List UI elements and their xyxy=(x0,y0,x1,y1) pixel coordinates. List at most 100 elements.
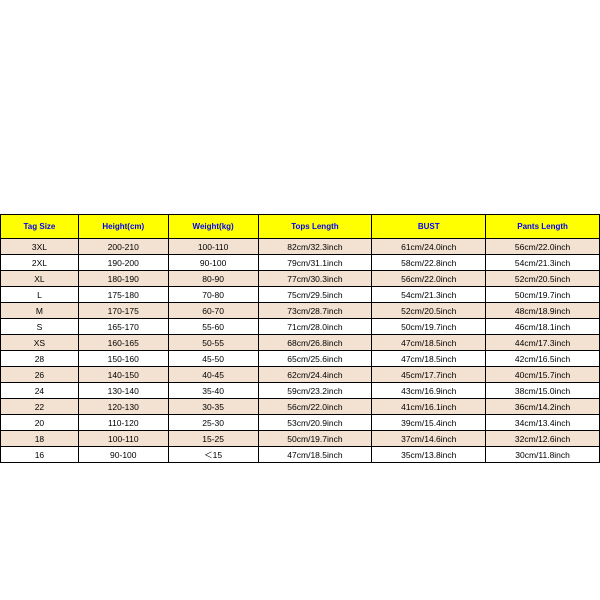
table-row: 1690-100＜1547cm/18.5inch35cm/13.8inch30c… xyxy=(1,447,600,463)
col-tops-length: Tops Length xyxy=(258,215,372,239)
cell: 22 xyxy=(1,399,79,415)
table-row: 28150-16045-5065cm/25.6inch47cm/18.5inch… xyxy=(1,351,600,367)
cell: 90-100 xyxy=(168,255,258,271)
cell: 30cm/11.8inch xyxy=(486,447,600,463)
size-chart-container: Tag Size Height(cm) Weight(kg) Tops Leng… xyxy=(0,214,600,463)
col-tag-size: Tag Size xyxy=(1,215,79,239)
cell: 56cm/22.0inch xyxy=(258,399,372,415)
cell: 25-30 xyxy=(168,415,258,431)
cell: 71cm/28.0inch xyxy=(258,319,372,335)
cell: 15-25 xyxy=(168,431,258,447)
cell: 34cm/13.4inch xyxy=(486,415,600,431)
cell: 38cm/15.0inch xyxy=(486,383,600,399)
cell: 30-35 xyxy=(168,399,258,415)
cell: 16 xyxy=(1,447,79,463)
cell: L xyxy=(1,287,79,303)
cell: 35cm/13.8inch xyxy=(372,447,486,463)
header-row: Tag Size Height(cm) Weight(kg) Tops Leng… xyxy=(1,215,600,239)
cell: 2XL xyxy=(1,255,79,271)
table-row: 20110-12025-3053cm/20.9inch39cm/15.4inch… xyxy=(1,415,600,431)
cell: 26 xyxy=(1,367,79,383)
cell: 150-160 xyxy=(78,351,168,367)
cell: 52cm/20.5inch xyxy=(486,271,600,287)
cell: 59cm/23.2inch xyxy=(258,383,372,399)
col-bust: BUST xyxy=(372,215,486,239)
table-row: L175-18070-8075cm/29.5inch54cm/21.3inch5… xyxy=(1,287,600,303)
table-row: 2XL190-20090-10079cm/31.1inch58cm/22.8in… xyxy=(1,255,600,271)
cell: 3XL xyxy=(1,239,79,255)
cell: 70-80 xyxy=(168,287,258,303)
cell: 52cm/20.5inch xyxy=(372,303,486,319)
cell: 50-55 xyxy=(168,335,258,351)
cell: 50cm/19.7inch xyxy=(372,319,486,335)
cell: 36cm/14.2inch xyxy=(486,399,600,415)
cell: 47cm/18.5inch xyxy=(372,351,486,367)
cell: 62cm/24.4inch xyxy=(258,367,372,383)
table-row: M170-17560-7073cm/28.7inch52cm/20.5inch4… xyxy=(1,303,600,319)
cell: 48cm/18.9inch xyxy=(486,303,600,319)
table-row: XL180-19080-9077cm/30.3inch56cm/22.0inch… xyxy=(1,271,600,287)
cell: 28 xyxy=(1,351,79,367)
cell: M xyxy=(1,303,79,319)
cell: 47cm/18.5inch xyxy=(258,447,372,463)
cell: 45-50 xyxy=(168,351,258,367)
col-weight: Weight(kg) xyxy=(168,215,258,239)
cell: 20 xyxy=(1,415,79,431)
cell: 165-170 xyxy=(78,319,168,335)
cell: 170-175 xyxy=(78,303,168,319)
cell: 56cm/22.0inch xyxy=(372,271,486,287)
cell: 61cm/24.0inch xyxy=(372,239,486,255)
table-row: 22120-13030-3556cm/22.0inch41cm/16.1inch… xyxy=(1,399,600,415)
cell: 120-130 xyxy=(78,399,168,415)
cell: 55-60 xyxy=(168,319,258,335)
cell: 60-70 xyxy=(168,303,258,319)
size-chart-body: 3XL200-210100-11082cm/32.3inch61cm/24.0i… xyxy=(1,239,600,463)
cell: 90-100 xyxy=(78,447,168,463)
cell: 200-210 xyxy=(78,239,168,255)
cell: XS xyxy=(1,335,79,351)
cell: 130-140 xyxy=(78,383,168,399)
size-chart-table: Tag Size Height(cm) Weight(kg) Tops Leng… xyxy=(0,214,600,463)
cell: 50cm/19.7inch xyxy=(258,431,372,447)
cell: 54cm/21.3inch xyxy=(372,287,486,303)
cell: 75cm/29.5inch xyxy=(258,287,372,303)
cell: 43cm/16.9inch xyxy=(372,383,486,399)
table-row: 18100-11015-2550cm/19.7inch37cm/14.6inch… xyxy=(1,431,600,447)
table-row: 24130-14035-4059cm/23.2inch43cm/16.9inch… xyxy=(1,383,600,399)
cell: 32cm/12.6inch xyxy=(486,431,600,447)
cell: 180-190 xyxy=(78,271,168,287)
cell: 37cm/14.6inch xyxy=(372,431,486,447)
cell: 175-180 xyxy=(78,287,168,303)
cell: 53cm/20.9inch xyxy=(258,415,372,431)
cell: 35-40 xyxy=(168,383,258,399)
table-row: 26140-15040-4562cm/24.4inch45cm/17.7inch… xyxy=(1,367,600,383)
cell: 24 xyxy=(1,383,79,399)
cell: XL xyxy=(1,271,79,287)
col-pants-length: Pants Length xyxy=(486,215,600,239)
cell: 79cm/31.1inch xyxy=(258,255,372,271)
cell: 56cm/22.0inch xyxy=(486,239,600,255)
cell: 100-110 xyxy=(168,239,258,255)
cell: 77cm/30.3inch xyxy=(258,271,372,287)
cell: 140-150 xyxy=(78,367,168,383)
cell: 68cm/26.8inch xyxy=(258,335,372,351)
cell: 40cm/15.7inch xyxy=(486,367,600,383)
cell: 110-120 xyxy=(78,415,168,431)
cell: 82cm/32.3inch xyxy=(258,239,372,255)
cell: 41cm/16.1inch xyxy=(372,399,486,415)
cell: 47cm/18.5inch xyxy=(372,335,486,351)
cell: 100-110 xyxy=(78,431,168,447)
cell: 80-90 xyxy=(168,271,258,287)
cell: 39cm/15.4inch xyxy=(372,415,486,431)
cell: S xyxy=(1,319,79,335)
cell: 65cm/25.6inch xyxy=(258,351,372,367)
cell: 40-45 xyxy=(168,367,258,383)
cell: 50cm/19.7inch xyxy=(486,287,600,303)
col-height: Height(cm) xyxy=(78,215,168,239)
cell: 54cm/21.3inch xyxy=(486,255,600,271)
cell: 190-200 xyxy=(78,255,168,271)
table-row: XS160-16550-5568cm/26.8inch47cm/18.5inch… xyxy=(1,335,600,351)
cell: ＜15 xyxy=(168,447,258,463)
cell: 18 xyxy=(1,431,79,447)
table-row: 3XL200-210100-11082cm/32.3inch61cm/24.0i… xyxy=(1,239,600,255)
